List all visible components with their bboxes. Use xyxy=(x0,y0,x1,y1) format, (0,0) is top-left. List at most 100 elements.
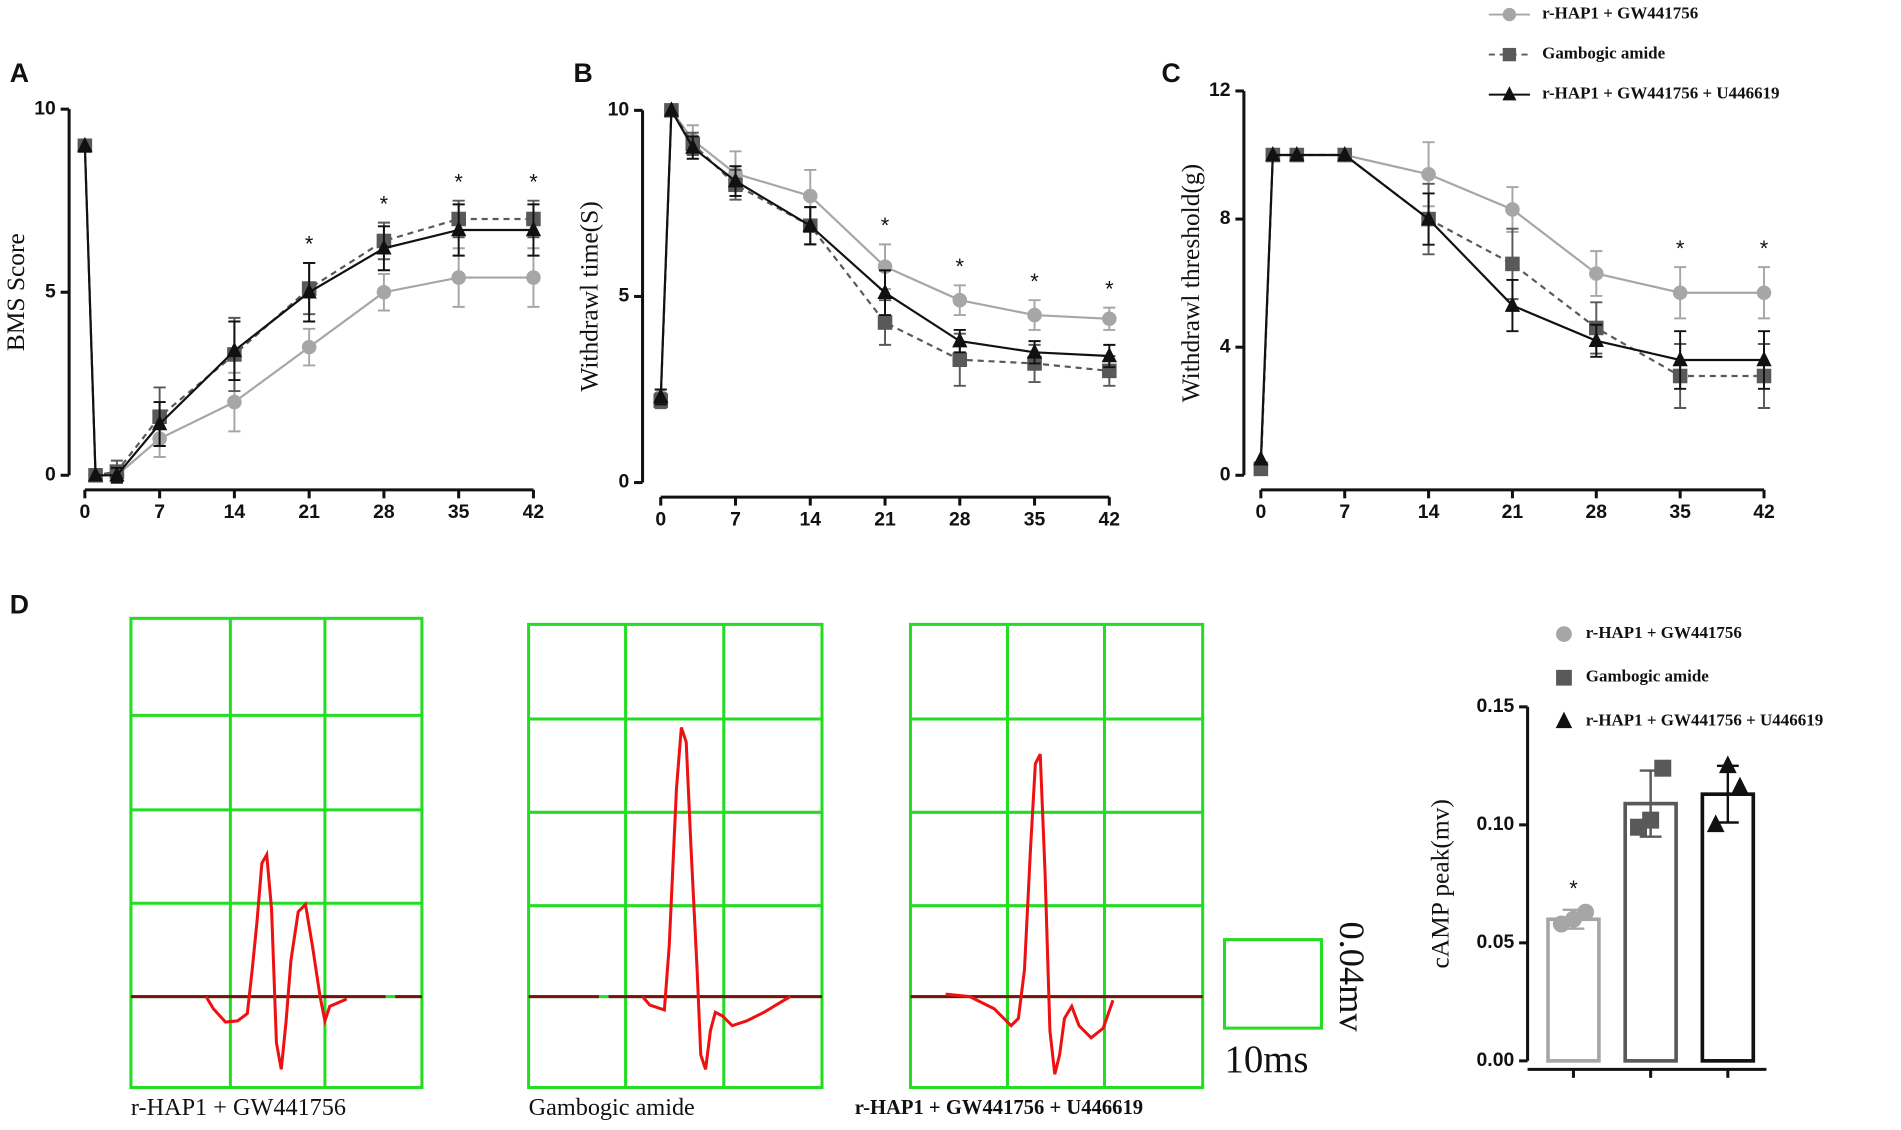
y-tick-label: 10 xyxy=(608,98,630,120)
marker xyxy=(525,220,542,237)
x-tick-label: 21 xyxy=(874,508,896,530)
trace-panel xyxy=(527,622,824,1090)
marker xyxy=(451,270,466,285)
y-tick-label: 0.05 xyxy=(1477,931,1515,953)
marker xyxy=(1505,256,1520,272)
x-tick-label: 42 xyxy=(523,501,545,523)
significance: * xyxy=(1569,876,1578,901)
x-tick-label: 35 xyxy=(1024,508,1046,530)
marker xyxy=(952,352,968,368)
y-tick-label: 0 xyxy=(1220,463,1231,485)
marker xyxy=(653,387,669,404)
marker xyxy=(877,315,893,330)
marker xyxy=(1102,311,1117,327)
marker xyxy=(1505,202,1520,217)
legend-marker xyxy=(1556,669,1572,686)
legend-marker xyxy=(1502,7,1517,22)
marker xyxy=(151,415,168,431)
legend-label: r-HAP1 + GW441756 xyxy=(1542,3,1698,22)
y-tick-label: 4 xyxy=(1220,335,1231,357)
marker xyxy=(1027,307,1042,323)
marker xyxy=(1642,811,1660,829)
marker xyxy=(802,188,818,204)
y-tick-label: 0.00 xyxy=(1477,1049,1515,1071)
marker xyxy=(1421,166,1436,182)
x-tick-label: 35 xyxy=(1669,501,1691,523)
y-tick-label: 0 xyxy=(618,471,629,493)
marker xyxy=(802,216,818,233)
marker xyxy=(952,292,968,308)
x-tick-label: 28 xyxy=(1586,501,1608,523)
marker xyxy=(227,394,242,410)
significance: * xyxy=(881,213,890,238)
panel-label: B xyxy=(573,58,592,88)
marker xyxy=(1672,285,1688,301)
marker xyxy=(1756,350,1772,367)
y-axis-label: BMS Score xyxy=(1,233,30,351)
marker xyxy=(1265,145,1281,162)
marker xyxy=(1731,776,1749,795)
marker xyxy=(663,101,680,117)
marker xyxy=(1654,759,1672,777)
significance: * xyxy=(1676,236,1685,261)
marker xyxy=(1589,266,1604,281)
y-tick-label: 8 xyxy=(1220,207,1231,229)
y-tick-label: 0 xyxy=(45,463,56,485)
panel-label: A xyxy=(10,58,29,88)
trace-panel xyxy=(908,622,1205,1090)
significance: * xyxy=(305,232,314,257)
trace-signal xyxy=(204,726,1115,1075)
x-tick-label: 0 xyxy=(1255,501,1266,523)
marker xyxy=(952,332,968,348)
y-axis-label: Withdrawl threshold(g) xyxy=(1176,164,1205,402)
legend-label: Gambogic amide xyxy=(1542,43,1665,62)
panel-label: D xyxy=(10,589,29,619)
y-tick-label: 12 xyxy=(1209,79,1231,101)
marker xyxy=(1718,755,1737,774)
significance: * xyxy=(380,191,389,216)
scale-x-label: 10ms xyxy=(1224,1038,1308,1081)
trace-label: Gambogic amide xyxy=(529,1094,695,1121)
x-tick-label: 28 xyxy=(949,508,971,530)
y-tick-label: 0.15 xyxy=(1477,695,1515,717)
marker xyxy=(1420,210,1437,226)
x-tick-label: 42 xyxy=(1753,501,1775,523)
marker xyxy=(87,466,104,482)
marker xyxy=(727,172,744,188)
x-tick-label: 7 xyxy=(730,508,741,530)
marker xyxy=(685,138,701,154)
x-tick-label: 14 xyxy=(1418,501,1440,523)
y-tick-label: 10 xyxy=(34,97,56,119)
x-tick-label: 7 xyxy=(154,501,165,523)
marker xyxy=(1253,450,1269,466)
marker xyxy=(1026,343,1043,359)
panel-label: C xyxy=(1161,58,1180,88)
legend-marker xyxy=(1502,47,1517,62)
trace-label: r-HAP1 + GW441756 + U446619 xyxy=(855,1097,1143,1119)
trace-panel xyxy=(129,616,424,1090)
marker xyxy=(451,220,467,237)
significance: * xyxy=(1760,236,1769,261)
significance: * xyxy=(454,169,463,194)
marker xyxy=(1672,350,1688,367)
legend-marker xyxy=(1555,711,1573,729)
y-axis-label: cAMP peak(mv) xyxy=(1426,799,1455,968)
legend-marker xyxy=(1502,86,1517,101)
marker xyxy=(877,283,893,300)
marker xyxy=(1706,814,1725,833)
x-tick-label: 0 xyxy=(79,501,90,523)
marker xyxy=(376,284,392,300)
significance: * xyxy=(1030,269,1039,294)
scale-y-label: 0.04mv xyxy=(1332,921,1372,1032)
bar xyxy=(1546,917,1601,1063)
marker xyxy=(1756,285,1772,301)
x-tick-label: 14 xyxy=(799,508,821,530)
y-tick-label: 5 xyxy=(45,280,56,302)
legend-label: Gambogic amide xyxy=(1586,667,1709,686)
scale-box xyxy=(1222,938,1324,1030)
y-tick-label: 5 xyxy=(618,285,629,307)
x-tick-label: 21 xyxy=(298,501,320,523)
marker xyxy=(1337,145,1353,162)
trace-label: r-HAP1 + GW441756 xyxy=(131,1094,346,1121)
